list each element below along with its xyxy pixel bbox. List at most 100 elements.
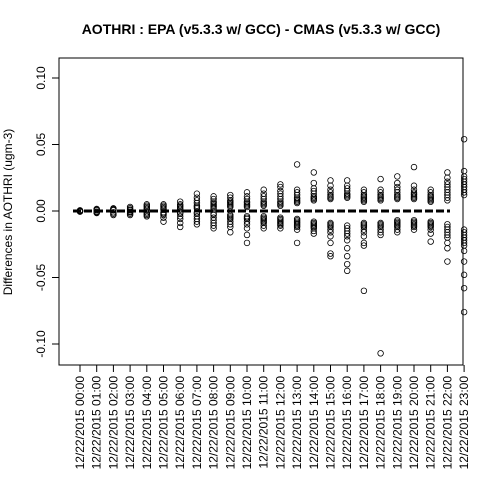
y-tick-label: 0.05 — [34, 132, 48, 156]
data-point — [394, 173, 401, 180]
x-tick-label: 12/22/2015 12:00 — [273, 376, 287, 470]
data-point — [460, 135, 468, 143]
data-point — [360, 233, 368, 240]
data-point — [360, 198, 368, 205]
data-point — [427, 230, 434, 237]
x-tick-label: 12/22/2015 11:00 — [257, 376, 271, 469]
data-point — [344, 177, 351, 184]
data-point — [394, 217, 401, 224]
data-point — [360, 219, 368, 227]
x-tick-label: 12/22/2015 22:00 — [440, 376, 454, 470]
data-point — [293, 239, 301, 247]
x-tick-label: 12/22/2015 18:00 — [374, 376, 388, 470]
data-point — [310, 179, 317, 187]
data-point — [460, 226, 468, 233]
data-point — [293, 215, 301, 223]
y-axis-label: Differences in AOTHRI (ugm-3) — [1, 129, 15, 296]
data-point — [260, 213, 267, 220]
x-tick-label: 12/22/2015 19:00 — [390, 376, 404, 470]
data-point — [310, 169, 317, 176]
data-point — [227, 229, 234, 236]
data-point — [293, 161, 301, 168]
data-point — [460, 167, 468, 175]
data-point — [344, 261, 351, 268]
data-point — [160, 218, 167, 225]
data-point — [444, 169, 451, 176]
data-point — [344, 245, 351, 252]
data-point — [327, 195, 334, 203]
data-point — [377, 175, 384, 183]
data-point — [344, 253, 351, 260]
data-point — [444, 221, 451, 228]
data-point — [277, 181, 284, 188]
data-point — [444, 258, 451, 265]
data-point — [277, 183, 284, 191]
data-point — [260, 186, 267, 193]
data-point — [243, 214, 251, 221]
data-point — [460, 284, 468, 292]
x-tick-label: 12/22/2015 10:00 — [240, 376, 254, 470]
data-point — [210, 214, 217, 221]
chart-title: AOTHRI : EPA (v5.3.3 w/ GCC) - CMAS (v5.… — [82, 21, 441, 37]
data-point — [327, 182, 334, 189]
x-tick-label: 12/22/2015 00:00 — [73, 376, 87, 470]
x-tick-label: 12/22/2015 15:00 — [324, 376, 338, 470]
data-point — [460, 258, 468, 265]
data-point — [243, 231, 251, 239]
x-tick-label: 12/22/2015 01:00 — [90, 376, 104, 470]
y-tick-label: -0.10 — [34, 330, 48, 358]
data-point — [410, 195, 418, 203]
data-point — [327, 253, 334, 260]
x-tick-label: 12/22/2015 07:00 — [190, 376, 204, 470]
data-point — [344, 225, 351, 232]
data-point — [410, 217, 418, 224]
data-point — [460, 271, 468, 279]
data-point — [460, 308, 468, 316]
x-tick-label: 12/22/2015 04:00 — [140, 376, 154, 470]
data-point — [293, 199, 301, 207]
data-point — [243, 239, 251, 247]
data-point — [344, 194, 351, 201]
x-tick-label: 12/22/2015 03:00 — [123, 376, 137, 470]
data-point — [327, 239, 334, 247]
data-point — [360, 287, 368, 294]
x-tick-label: 12/22/2015 14:00 — [307, 376, 321, 470]
data-point — [410, 182, 418, 189]
x-tick-label: 12/22/2015 21:00 — [424, 376, 438, 470]
data-point — [360, 239, 368, 247]
data-point — [427, 238, 434, 245]
x-tick-label: 12/22/2015 17:00 — [357, 376, 371, 470]
data-point — [243, 213, 251, 220]
data-point — [243, 225, 251, 232]
data-point — [377, 219, 384, 227]
data-point — [243, 189, 251, 196]
data-point — [377, 350, 384, 357]
data-point — [277, 214, 284, 221]
data-point — [344, 237, 351, 244]
data-point — [410, 163, 418, 171]
data-point — [360, 242, 368, 249]
y-tick-label: 0.10 — [34, 66, 48, 90]
data-point — [193, 190, 201, 197]
data-point — [460, 229, 468, 236]
data-point — [444, 194, 451, 201]
x-tick-label: 12/22/2015 16:00 — [340, 376, 354, 470]
data-point — [444, 239, 451, 247]
data-point — [344, 267, 351, 275]
data-point — [176, 213, 184, 220]
data-point — [394, 195, 401, 203]
data-point — [176, 219, 184, 227]
data-point — [243, 203, 251, 211]
data-point — [444, 223, 451, 231]
data-point — [310, 218, 317, 225]
x-tick-label: 12/22/2015 20:00 — [407, 376, 421, 470]
data-point — [310, 197, 317, 204]
data-point — [444, 174, 451, 181]
x-tick-label: 12/22/2015 08:00 — [207, 376, 221, 470]
x-tick-label: 12/22/2015 05:00 — [157, 376, 171, 470]
y-tick-label: 0.00 — [34, 199, 48, 223]
data-point — [444, 197, 451, 204]
data-point — [344, 222, 351, 229]
x-axis: 12/22/2015 00:00 12/22/2015 01:00 12/22/20… — [73, 365, 471, 469]
